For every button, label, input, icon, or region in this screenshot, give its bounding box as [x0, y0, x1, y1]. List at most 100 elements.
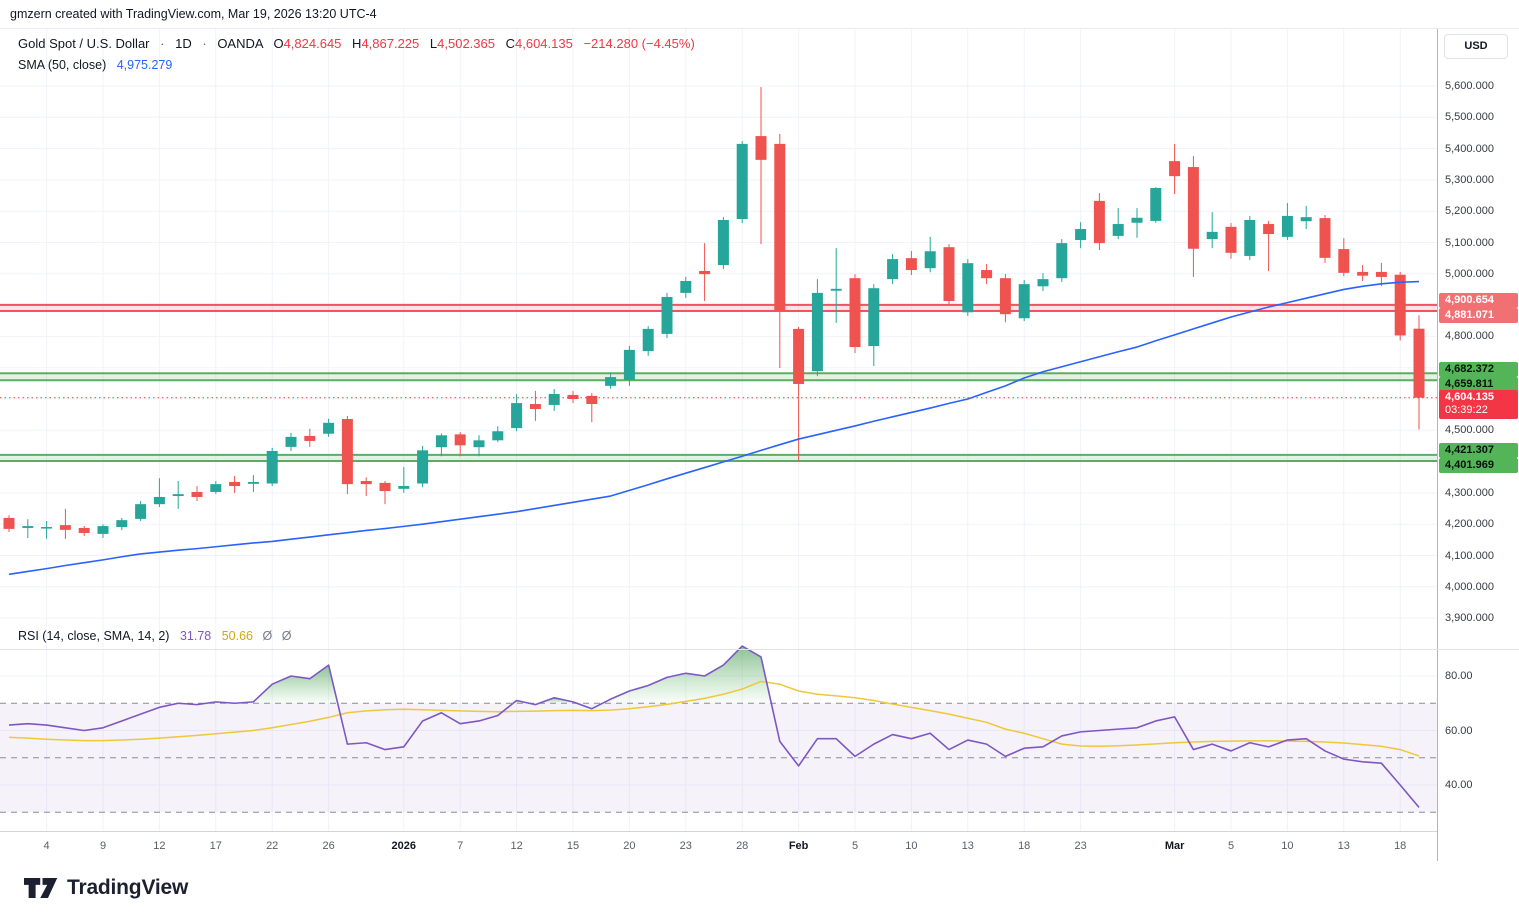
rsi-overbought-fill	[539, 697, 577, 704]
candle	[210, 484, 222, 492]
price-axis[interactable]: USD 5,600.000 5,500.000 5,400.000 5,300.000…	[1437, 29, 1519, 861]
main-chart-pane[interactable]	[0, 29, 1437, 621]
rsi-ma-value: 50.66	[221, 629, 253, 643]
candle	[1338, 249, 1350, 273]
pane-separator[interactable]	[0, 649, 1519, 650]
time-tick-label: 18	[1018, 840, 1031, 852]
candle	[454, 434, 466, 446]
candle	[905, 258, 917, 271]
symbol-legend[interactable]: Gold Spot / U.S. Dollar · 1D · OANDA O4,…	[18, 36, 695, 51]
candle	[529, 404, 541, 410]
price-tick-label: 4,500.000	[1445, 424, 1494, 437]
price-tick-label: 4,800.000	[1445, 330, 1494, 343]
chart-widget: Gold Spot / U.S. Dollar · 1D · OANDA O4,…	[0, 28, 1519, 862]
candle	[736, 143, 748, 220]
candle	[511, 403, 523, 429]
time-tick-label: 13	[961, 840, 974, 852]
rsi-legend[interactable]: RSI (14, close, SMA, 14, 2) 31.78 50.66 …	[18, 629, 291, 643]
price-level-badge: 4,659.811	[1439, 376, 1518, 392]
candle	[1131, 217, 1143, 223]
time-axis[interactable]: 4 9 12 17 22 26 2026 7 12 15 20 23 28 Feb 5 10 13 18 23 Mar…	[0, 831, 1519, 862]
rsi-label[interactable]: RSI (14, close, SMA, 14, 2)	[18, 629, 170, 643]
candle	[1225, 226, 1237, 253]
candle	[398, 486, 410, 489]
rsi-value: 31.78	[179, 629, 212, 643]
time-tick-label: 26	[322, 840, 335, 852]
open-value: 4,824.645	[283, 36, 342, 51]
support-zone	[0, 373, 1437, 381]
candle	[642, 328, 654, 352]
candle	[1169, 161, 1181, 177]
price-tick-label: 3,900.000	[1445, 612, 1494, 625]
price-tick-label: 4,200.000	[1445, 518, 1494, 531]
time-tick-label: 12	[510, 840, 523, 852]
time-tick-label: 23	[1074, 840, 1087, 852]
candle	[1187, 167, 1199, 249]
open-label: O	[273, 36, 284, 51]
currency-toggle-button[interactable]: USD	[1444, 34, 1508, 59]
candle	[699, 270, 711, 275]
price-tick-label: 5,200.000	[1445, 205, 1494, 218]
candle	[1093, 200, 1105, 244]
tradingview-logo[interactable]: TradingView	[24, 873, 188, 903]
candle	[774, 143, 786, 312]
time-tick-label: 4	[43, 840, 50, 852]
time-tick-label: 2026	[391, 840, 417, 852]
price-tick-label: 5,100.000	[1445, 236, 1494, 249]
rsi-null-value-1: Ø	[262, 629, 273, 643]
candle	[623, 349, 635, 380]
bar-countdown: 03:39:22	[1445, 403, 1488, 416]
close-label: C	[505, 36, 515, 51]
candle	[1244, 219, 1256, 256]
time-tick-label: 10	[1281, 840, 1294, 852]
time-tick-label: 12	[153, 840, 166, 852]
attribution-text: gmzern created with TradingView.com, Mar…	[10, 7, 377, 21]
candle	[1206, 231, 1218, 240]
candle	[1018, 284, 1030, 319]
candle	[1150, 188, 1162, 221]
high-label: H	[352, 36, 362, 51]
candle	[1075, 229, 1087, 240]
price-tick-label: 5,500.000	[1445, 111, 1494, 124]
rsi-tick-label: 80.00	[1445, 670, 1473, 682]
candle	[1056, 243, 1068, 279]
candle	[341, 419, 353, 485]
candle	[172, 494, 184, 497]
candle	[717, 219, 729, 266]
sma-label[interactable]: SMA (50, close)	[18, 58, 107, 72]
candle	[586, 395, 598, 405]
candle	[811, 292, 823, 372]
change-value: −214.280 (−4.45%)	[583, 36, 695, 51]
candle	[849, 278, 861, 348]
candle	[492, 431, 504, 441]
support-zone	[0, 454, 1437, 461]
candle	[191, 491, 203, 497]
time-tick-label: 10	[905, 840, 918, 852]
time-tick-label: 23	[679, 840, 692, 852]
price-tick-label: 5,000.000	[1445, 267, 1494, 280]
price-tick-label: 5,300.000	[1445, 173, 1494, 186]
candle	[755, 136, 767, 160]
exchange-label: OANDA	[217, 36, 263, 51]
candle	[97, 526, 109, 534]
price-level-badge: 4,401.969	[1439, 457, 1518, 473]
rsi-line	[8, 645, 1420, 808]
time-tick-label: 5	[851, 840, 859, 852]
candle	[3, 517, 15, 529]
time-tick-label: 22	[266, 840, 279, 852]
rsi-pane[interactable]	[0, 621, 1437, 831]
candle	[999, 278, 1011, 315]
candle	[323, 422, 335, 434]
candle	[266, 450, 278, 484]
candle	[680, 280, 692, 293]
symbol-title[interactable]: Gold Spot / U.S. Dollar	[18, 36, 150, 51]
interval-label[interactable]: 1D	[175, 36, 192, 51]
resistance-zone	[0, 304, 1437, 312]
candle	[1413, 328, 1425, 398]
legend-separator: ·	[202, 36, 207, 51]
candle	[1037, 279, 1049, 287]
price-tick-label: 5,400.000	[1445, 142, 1494, 155]
last-price-value: 4,604.135	[1445, 390, 1494, 403]
time-tick-label: Feb	[788, 840, 809, 852]
sma-legend[interactable]: SMA (50, close) 4,975.279	[18, 58, 172, 72]
